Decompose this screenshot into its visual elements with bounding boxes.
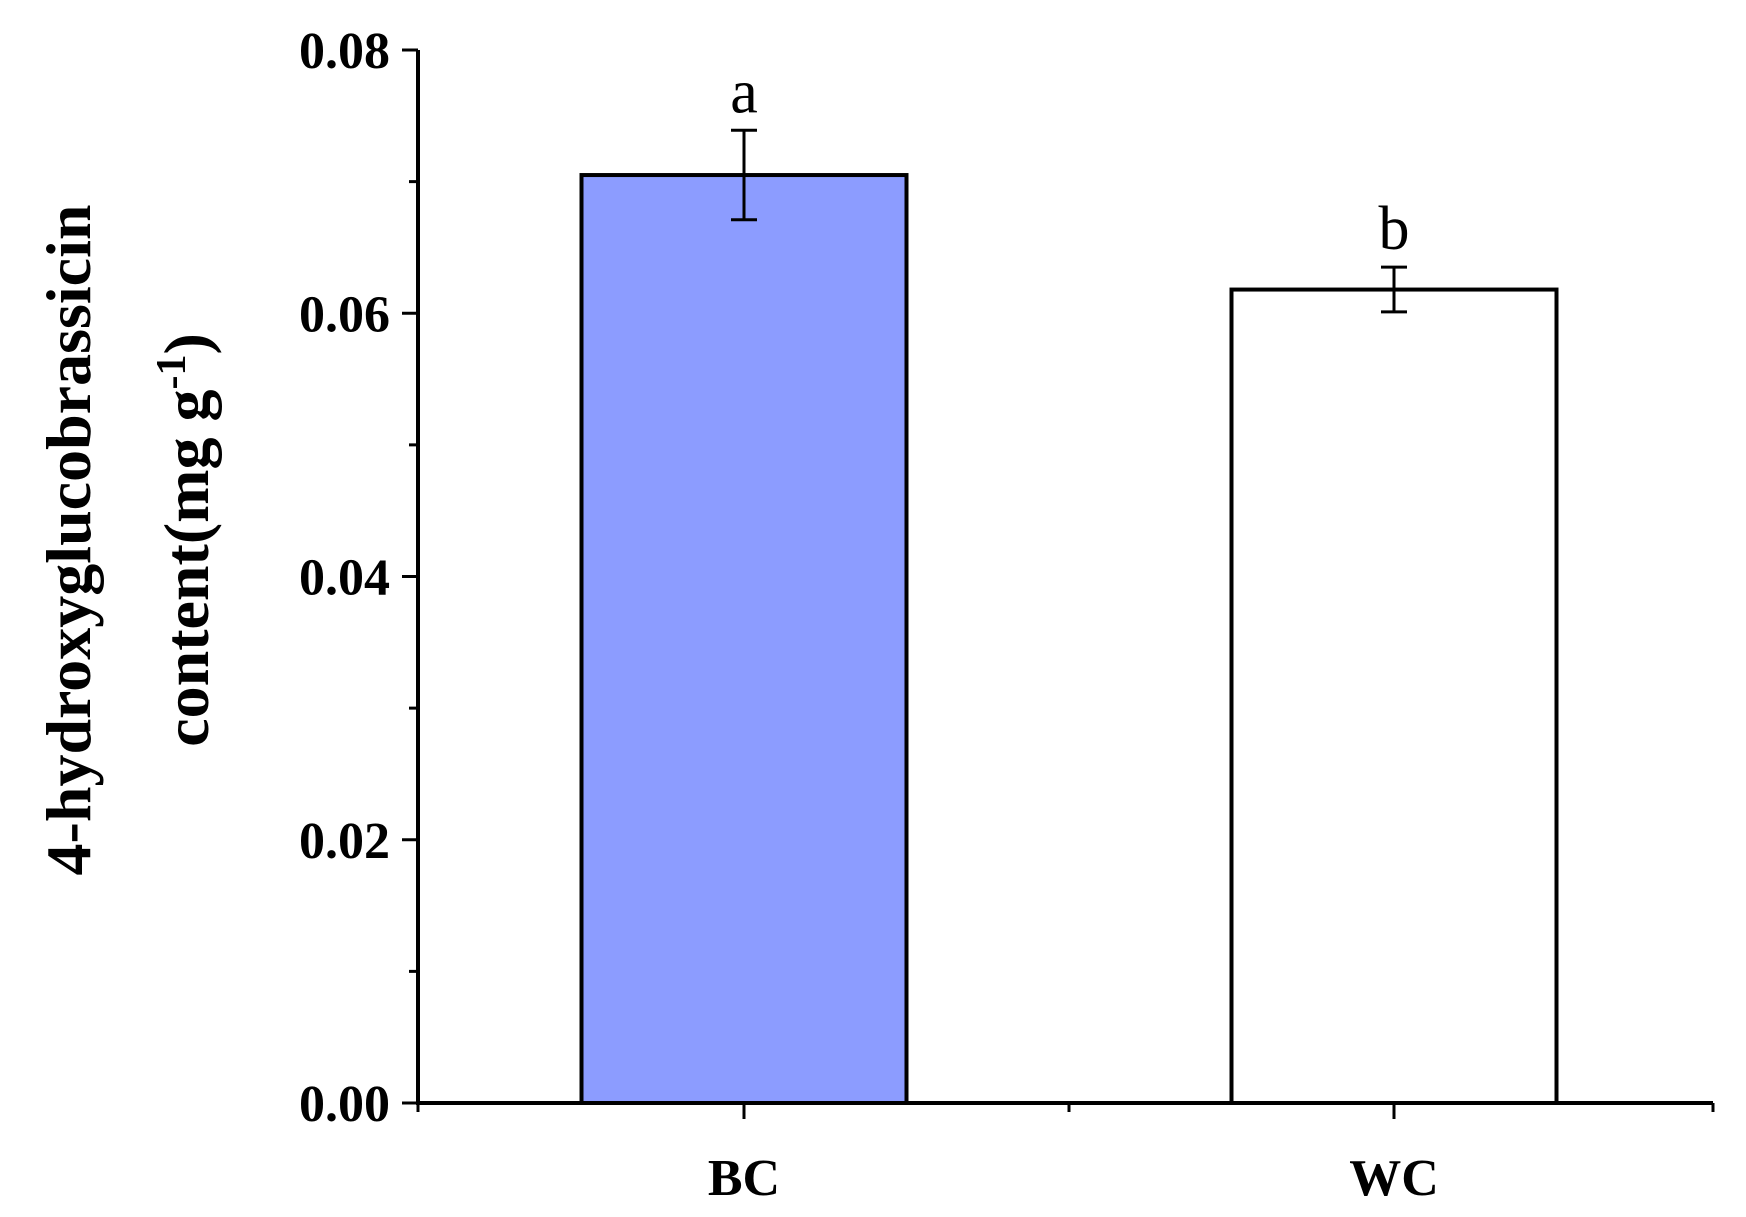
y-tick-label: 0.04 bbox=[299, 550, 390, 607]
x-tick-label-wc: WC bbox=[1349, 1150, 1439, 1207]
y-tick-label: 0.06 bbox=[299, 286, 390, 343]
error-bar-bc bbox=[731, 128, 757, 222]
significance-letter-wc: b bbox=[1379, 195, 1410, 263]
bar-wc bbox=[1229, 287, 1559, 1105]
y-axis-title-line2-close: ) bbox=[151, 333, 222, 354]
bar-bc bbox=[579, 173, 909, 1105]
y-axis-title-line2: content(mg g-1) bbox=[149, 333, 222, 747]
axes-layer: BC WC 0.00 0.02 0.04 0.06 0.08 bbox=[299, 23, 1715, 1207]
y-axis-title: 4-hydroxyglucobrassicin content(mg g-1) bbox=[33, 205, 222, 876]
y-axis-title-line2-main: content(mg g bbox=[151, 390, 222, 747]
y-tick-label: 0.08 bbox=[299, 23, 390, 80]
x-tick-label-bc: BC bbox=[708, 1150, 780, 1207]
y-axis-title-line2-superscript: -1 bbox=[149, 355, 195, 390]
y-tick-label: 0.02 bbox=[299, 813, 390, 870]
error-bar-wc bbox=[1381, 265, 1407, 314]
bars-layer: ab bbox=[579, 58, 1559, 1105]
y-axis-title-line1: 4-hydroxyglucobrassicin bbox=[33, 205, 104, 876]
y-tick-label: 0.00 bbox=[299, 1076, 390, 1133]
significance-letter-bc: a bbox=[730, 58, 758, 126]
